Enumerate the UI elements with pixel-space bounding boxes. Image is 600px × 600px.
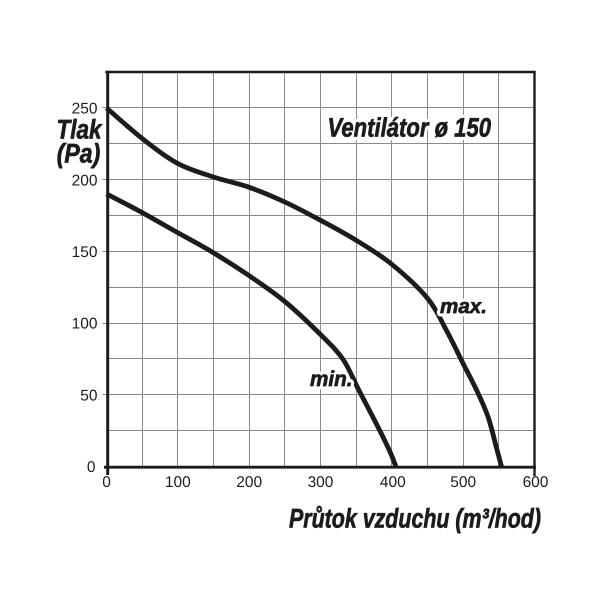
svg-text:Průtok vzduchu (m³/hod): Průtok vzduchu (m³/hod) [289,504,541,534]
svg-text:Ventilátor ø 150: Ventilátor ø 150 [328,113,492,143]
svg-text:Tlak: Tlak [57,114,104,144]
svg-text:0: 0 [87,459,96,476]
svg-text:50: 50 [80,388,98,405]
svg-text:500: 500 [450,474,476,491]
svg-text:min.: min. [310,367,353,391]
svg-text:0: 0 [102,474,111,491]
svg-text:(Pa): (Pa) [57,139,101,169]
svg-text:150: 150 [72,244,98,261]
svg-text:300: 300 [308,474,334,491]
svg-text:Ventilátor ø 150: Ventilátor ø 150 [328,113,492,143]
svg-text:600: 600 [523,474,549,491]
svg-text:max.: max. [440,295,487,318]
svg-text:100: 100 [72,316,98,333]
svg-text:200: 200 [72,172,98,189]
svg-text:250: 250 [72,101,98,118]
svg-text:400: 400 [380,474,406,491]
svg-text:min.: min. [310,367,353,391]
svg-text:100: 100 [165,474,191,491]
svg-text:200: 200 [236,474,262,491]
svg-text:max.: max. [440,295,487,318]
